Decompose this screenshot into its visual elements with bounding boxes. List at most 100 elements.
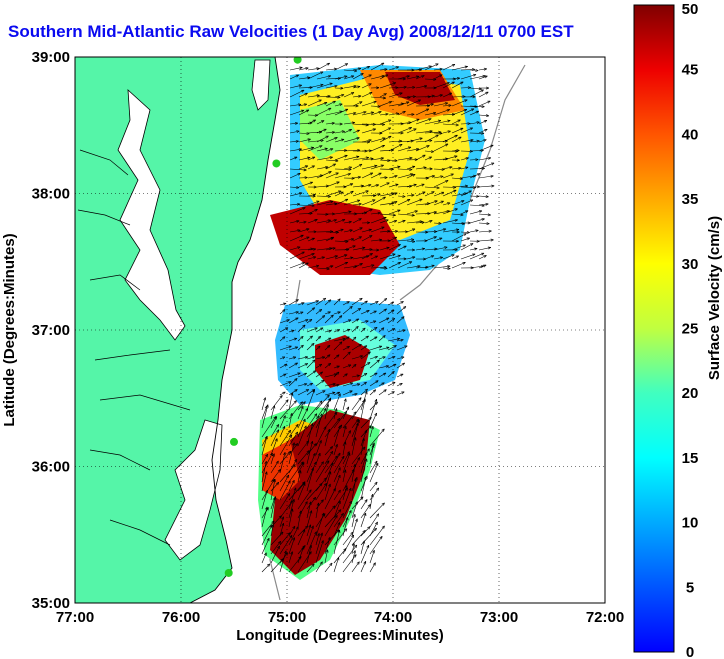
velocity-arrow — [342, 554, 357, 573]
velocity-arrow-head — [321, 356, 325, 358]
velocity-arrow-head — [461, 223, 465, 226]
velocity-arrow-head — [361, 496, 364, 500]
velocity-arrow-head — [359, 218, 362, 222]
velocity-arrow-head — [449, 92, 453, 96]
velocity-arrow — [478, 75, 488, 80]
velocity-arrow-head — [358, 308, 361, 311]
velocity-arrow — [316, 219, 331, 224]
velocity-arrow — [361, 65, 370, 71]
velocity-arrow-head — [353, 437, 356, 441]
velocity-arrow — [352, 247, 366, 251]
velocity-arrow — [279, 400, 297, 420]
velocity-arrow-head — [377, 193, 381, 197]
velocity-arrow-head — [333, 202, 337, 204]
velocity-arrow-head — [367, 351, 371, 353]
velocity-arrow — [369, 562, 376, 573]
velocity-arrow-head — [332, 247, 336, 250]
velocity-arrow-head — [371, 264, 375, 268]
velocity-arrow-head — [325, 549, 328, 553]
velocity-arrow-head — [311, 525, 314, 529]
velocity-arrow-head — [337, 393, 341, 396]
velocity-arrow-head — [445, 180, 449, 183]
velocity-arrow — [325, 247, 336, 251]
velocity-arrow — [352, 190, 369, 197]
velocity-arrow-head — [402, 220, 406, 223]
velocity-arrow — [424, 265, 435, 269]
velocity-arrow-head — [345, 517, 348, 520]
velocity-arrow-head — [300, 556, 302, 560]
velocity-arrow — [307, 140, 324, 143]
velocity-arrow-head — [304, 373, 307, 376]
velocity-arrow — [397, 168, 413, 170]
velocity-arrow — [316, 267, 330, 270]
velocity-arrow — [297, 363, 308, 369]
velocity-arrow-head — [276, 429, 279, 432]
velocity-arrow-head — [375, 528, 377, 532]
velocity-arrow-head — [344, 254, 348, 258]
velocity-arrow-head — [451, 254, 455, 258]
velocity-arrow — [270, 496, 276, 519]
velocity-arrow-head — [351, 75, 355, 79]
velocity-arrow — [342, 373, 348, 378]
velocity-arrow-head — [361, 73, 364, 76]
velocity-arrow-head — [317, 533, 320, 536]
velocity-arrow — [333, 548, 347, 564]
radar-station-marker — [224, 568, 233, 577]
velocity-arrow — [288, 499, 295, 519]
velocity-arrow-head — [383, 502, 385, 506]
velocity-arrow-head — [456, 255, 459, 259]
velocity-arrow-head — [370, 235, 373, 239]
x-tick-label: 74:00 — [374, 609, 412, 626]
velocity-arrow-head — [481, 89, 484, 93]
velocity-arrow-head — [356, 318, 359, 322]
velocity-arrow — [433, 82, 450, 89]
velocity-arrow-head — [312, 194, 316, 197]
velocity-arrow-head — [400, 339, 404, 342]
velocity-arrow — [333, 365, 340, 369]
velocity-arrow — [315, 460, 330, 483]
velocity-arrow-head — [351, 238, 355, 241]
velocity-arrow-head — [306, 525, 309, 529]
velocity-arrow-head — [379, 239, 383, 242]
velocity-arrow — [424, 112, 436, 116]
velocity-arrow-head — [412, 241, 416, 243]
velocity-arrow-head — [300, 311, 304, 315]
velocity-arrow — [289, 172, 301, 179]
velocity-arrow — [342, 452, 351, 474]
velocity-arrow-head — [413, 184, 417, 187]
velocity-arrow-head — [343, 548, 347, 550]
velocity-arrow-head — [355, 501, 358, 504]
velocity-arrow-head — [335, 412, 338, 416]
velocity-arrow-head — [303, 207, 306, 210]
velocity-arrow — [433, 158, 449, 161]
velocity-arrow-head — [265, 489, 268, 493]
velocity-arrow-head — [332, 247, 336, 249]
velocity-arrow — [324, 311, 331, 315]
velocity-arrow-head — [336, 529, 340, 532]
velocity-arrow-head — [391, 149, 394, 152]
velocity-arrow-head — [383, 265, 387, 268]
velocity-arrow-head — [368, 351, 371, 355]
velocity-arrow — [433, 180, 449, 188]
velocity-arrow-head — [360, 227, 363, 231]
velocity-arrow-head — [328, 219, 331, 223]
velocity-arrow — [351, 550, 356, 564]
velocity-arrow — [315, 315, 326, 324]
velocity-arrow-head — [333, 100, 336, 104]
velocity-arrow — [334, 168, 352, 170]
velocity-arrow-head — [412, 96, 416, 99]
velocity-arrow-head — [475, 159, 479, 162]
velocity-arrow — [360, 545, 370, 564]
velocity-arrow-head — [447, 119, 451, 121]
velocity-arrow-head — [426, 108, 430, 112]
velocity-arrow-head — [436, 63, 439, 67]
velocity-arrow — [306, 501, 312, 519]
velocity-arrow-head — [487, 214, 491, 217]
velocity-arrow — [361, 249, 373, 251]
velocity-arrow-head — [354, 393, 358, 396]
velocity-arrow-head — [384, 389, 387, 393]
velocity-arrow-head — [342, 337, 346, 339]
velocity-arrow-head — [381, 226, 385, 230]
velocity-arrow-head — [301, 302, 305, 305]
velocity-arrow-head — [398, 139, 402, 142]
